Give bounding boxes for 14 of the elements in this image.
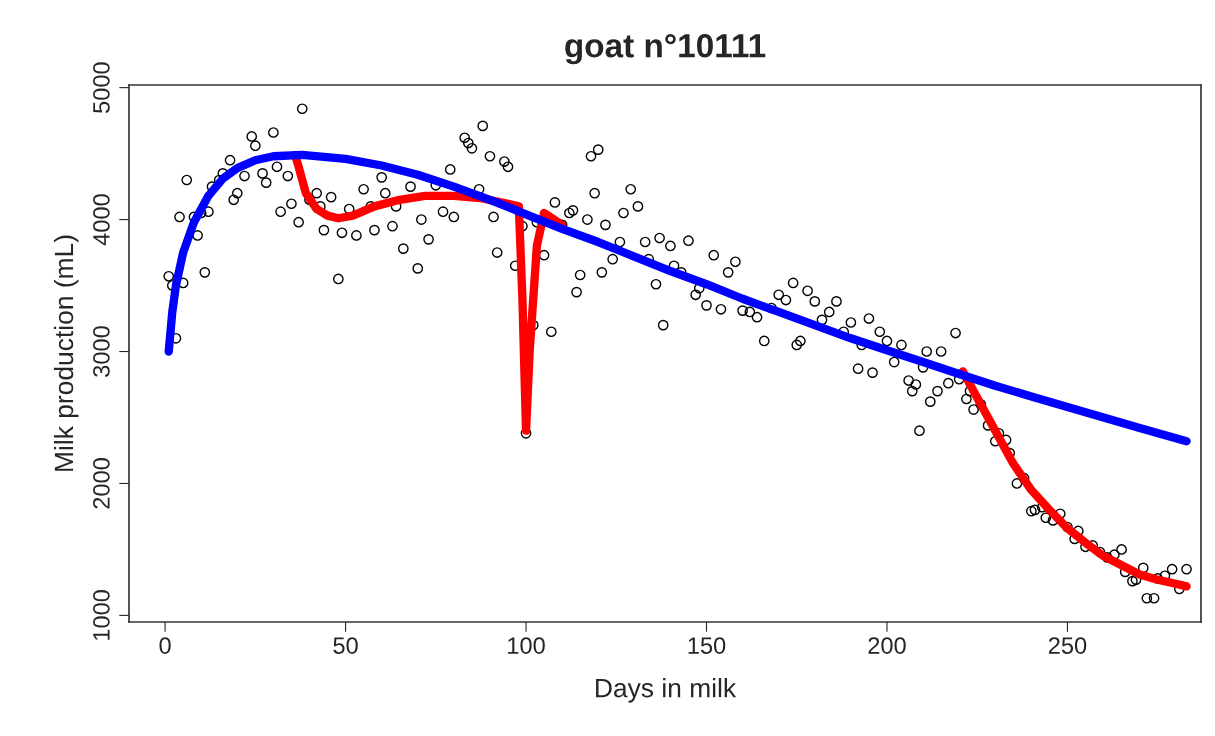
x-tick-label: 0	[159, 637, 171, 654]
y-tick-label: 3000	[93, 326, 110, 377]
chart-title: goat n°10111	[565, 33, 766, 65]
x-tick-label: 150	[688, 637, 726, 654]
x-tick-label: 50	[333, 637, 358, 654]
y-tick-label: 2000	[93, 458, 110, 509]
x-tick-label: 100	[508, 637, 545, 654]
y-tick-label: 4000	[93, 194, 110, 246]
y-tick-label: 1000	[93, 590, 110, 640]
x-tick-label: 200	[868, 637, 906, 654]
x-tick-label: 250	[1048, 637, 1087, 654]
y-axis-title: Milk production (mL)	[53, 235, 79, 471]
x-axis-title: Days in milk	[596, 678, 737, 703]
y-tick-label: 5000	[93, 62, 110, 113]
